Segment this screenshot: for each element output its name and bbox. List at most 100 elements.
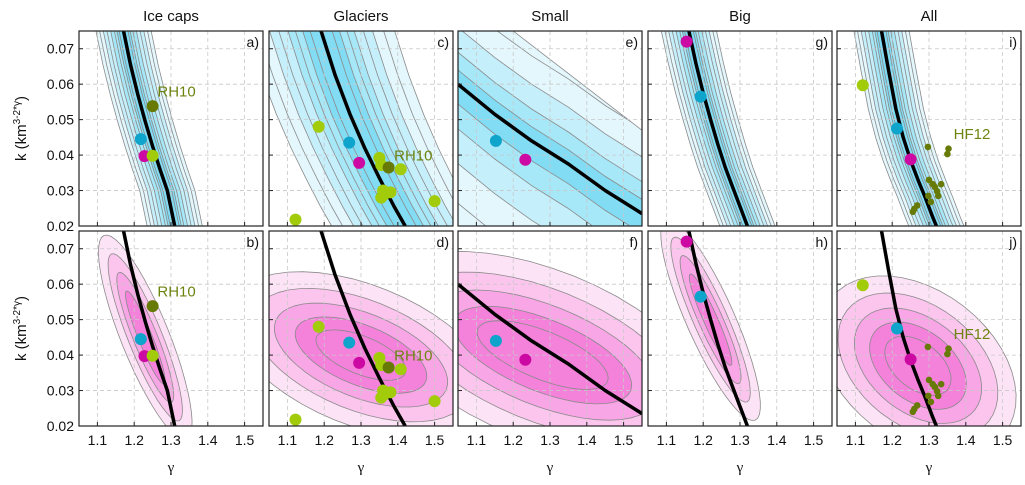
x-tick-label: 1.4 bbox=[388, 432, 408, 448]
hf12-point bbox=[945, 145, 952, 153]
hf12-point bbox=[937, 180, 945, 188]
data-point-lime bbox=[394, 363, 407, 376]
hf12-point bbox=[944, 350, 951, 358]
contour-line bbox=[876, 31, 942, 226]
data-point-cyan bbox=[343, 136, 356, 149]
contour-line bbox=[868, 31, 950, 226]
panel-label: a) bbox=[247, 34, 259, 50]
contour-line bbox=[853, 31, 965, 226]
hf12-point bbox=[934, 392, 942, 400]
data-point-olive bbox=[382, 161, 395, 174]
data-point-magenta bbox=[904, 353, 917, 366]
data-point-lime bbox=[428, 395, 441, 408]
panel-a: RH10 a) 0.02 0.03 0.04 0.05 0.06 0.07 bbox=[47, 30, 264, 234]
x-tick-label: 1.5 bbox=[614, 432, 634, 448]
best-fit-curve bbox=[687, 231, 750, 426]
hf12-point bbox=[925, 176, 933, 184]
y-tick-label: 0.06 bbox=[47, 276, 74, 292]
data-point-cyan bbox=[134, 333, 147, 346]
data-point-magenta bbox=[680, 35, 693, 48]
contour-line bbox=[864, 31, 954, 226]
panel-label: c) bbox=[437, 34, 449, 50]
panel-label: g) bbox=[816, 34, 828, 50]
column-title: Big bbox=[729, 8, 751, 25]
hf12-point bbox=[924, 192, 932, 200]
x-tick-label: 1.4 bbox=[956, 432, 976, 448]
x-tick-label: 1.5 bbox=[804, 432, 824, 448]
contour-line bbox=[95, 31, 203, 226]
panel-h: h) 1.1 1.2 1.3 1.4 1.5 γ bbox=[647, 230, 833, 476]
x-tick-label: 1.2 bbox=[124, 432, 144, 448]
data-point-magenta bbox=[904, 153, 917, 166]
annotation-label: HF12 bbox=[954, 326, 991, 343]
data-point-lime bbox=[377, 188, 390, 201]
grid bbox=[79, 31, 263, 227]
hf12-point bbox=[937, 380, 945, 388]
contour-line bbox=[681, 31, 755, 226]
contours bbox=[837, 275, 1017, 426]
data-point-cyan bbox=[694, 90, 707, 103]
contour-line bbox=[860, 31, 958, 226]
data-point-lime bbox=[312, 320, 325, 333]
contour-line bbox=[118, 31, 180, 226]
best-fit-curve bbox=[458, 282, 642, 416]
contour-line bbox=[102, 31, 196, 226]
hf12-point bbox=[909, 208, 917, 216]
contour-line bbox=[116, 31, 182, 226]
contour-line bbox=[106, 31, 192, 226]
hf12-point bbox=[924, 343, 932, 351]
hf12-point bbox=[924, 392, 932, 400]
data-point-cyan bbox=[134, 133, 147, 146]
contour-fill bbox=[302, 31, 424, 226]
y-tick-label: 0.03 bbox=[47, 183, 74, 199]
x-tick-label: 1.1 bbox=[278, 432, 298, 448]
best-fit-curve bbox=[121, 31, 177, 226]
panel-label: j) bbox=[1008, 234, 1017, 250]
x-tick-label: 1.3 bbox=[540, 432, 560, 448]
panel-b: RH10 b) 0.02 0.03 0.04 0.05 0.06 0.07 1.1 1.2 1.3 1… bbox=[47, 230, 264, 476]
panel-g: g) bbox=[647, 30, 833, 227]
hf12-point bbox=[927, 398, 935, 406]
data-point-cyan bbox=[489, 134, 502, 147]
contour-line bbox=[110, 31, 189, 226]
hf12-point bbox=[924, 143, 932, 151]
x-axis-label: γ bbox=[546, 460, 554, 476]
panel-c: RH10 c) bbox=[268, 30, 454, 227]
contour-line bbox=[113, 31, 185, 226]
panel-f: f) 1.1 1.2 1.3 1.4 1.5 γ bbox=[457, 230, 643, 476]
column-titles: Ice caps Glaciers Small Big All bbox=[143, 8, 937, 25]
x-tick-label: 1.4 bbox=[767, 432, 787, 448]
data-point-olive bbox=[146, 300, 159, 313]
x-tick-label: 1.1 bbox=[88, 432, 108, 448]
panel-j: HF12 j) 1.1 1.2 1.3 1.4 1.5 γ bbox=[836, 230, 1022, 476]
x-tick-label: 1.3 bbox=[730, 432, 750, 448]
x-tick-label: 1.2 bbox=[503, 432, 523, 448]
contour-line bbox=[269, 31, 453, 226]
annotation-label: RH10 bbox=[157, 84, 195, 101]
contour-line bbox=[99, 31, 200, 226]
x-tick-label: 1.2 bbox=[693, 432, 713, 448]
y-tick-label: 0.02 bbox=[47, 218, 74, 234]
contours bbox=[269, 31, 453, 226]
contour-line bbox=[679, 31, 758, 226]
data-point-cyan bbox=[694, 290, 707, 303]
y-tick-label: 0.04 bbox=[47, 147, 74, 163]
data-point-lime bbox=[856, 279, 869, 292]
data-point-lime bbox=[856, 79, 869, 92]
grid bbox=[269, 31, 453, 227]
y-tick-label: 0.05 bbox=[47, 112, 74, 128]
x-tick-label: 1.5 bbox=[425, 432, 445, 448]
x-tick-label: 1.3 bbox=[161, 432, 181, 448]
annotation-label: RH10 bbox=[157, 284, 195, 301]
data-point-magenta bbox=[519, 153, 532, 166]
contour-line bbox=[269, 31, 453, 226]
data-point-magenta bbox=[353, 156, 366, 169]
data-point-magenta bbox=[353, 356, 366, 369]
x-tick-label: 1.3 bbox=[351, 432, 371, 448]
panel-label: h) bbox=[816, 234, 828, 250]
x-tick-label: 1.1 bbox=[846, 432, 866, 448]
data-point-olive bbox=[146, 100, 159, 113]
x-axis-label: γ bbox=[736, 460, 744, 476]
x-tick-label: 1.4 bbox=[577, 432, 597, 448]
data-point-lime bbox=[289, 213, 302, 226]
